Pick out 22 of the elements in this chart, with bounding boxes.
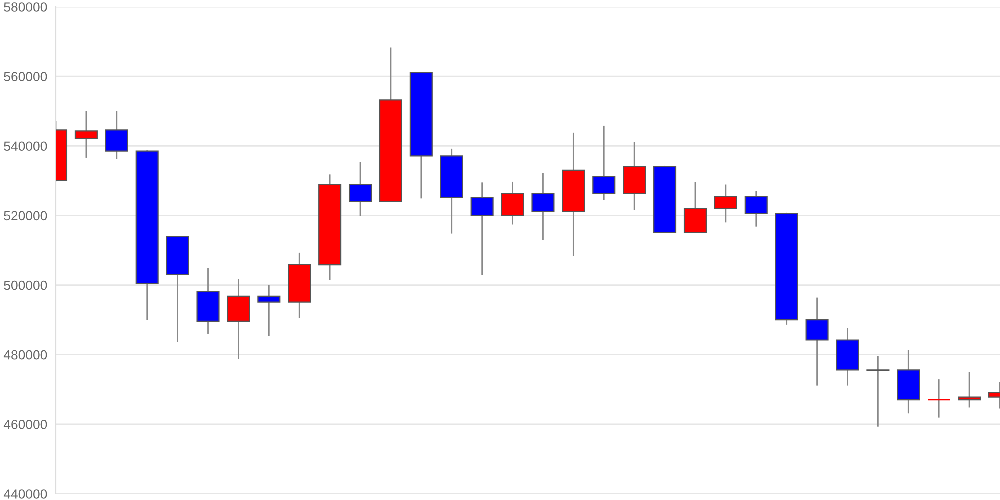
candlestick (958, 372, 982, 408)
y-tick-label: 580000 (4, 2, 48, 12)
candlestick (349, 162, 372, 216)
candlestick (470, 182, 494, 276)
y-tick-label: 560000 (4, 72, 48, 82)
candlestick (592, 126, 616, 200)
candlestick (532, 173, 555, 240)
candlestick (744, 191, 768, 227)
candlestick (105, 111, 128, 160)
y-tick-label: 500000 (4, 280, 48, 290)
candlestick (501, 182, 524, 225)
candlestick (866, 356, 890, 427)
y-tick-label: 480000 (4, 350, 48, 360)
candlestick (258, 285, 281, 336)
candlestick (714, 184, 738, 223)
candlestick (806, 298, 829, 386)
candlestick (74, 111, 98, 158)
y-tick-label: 540000 (4, 142, 48, 152)
candlestick (928, 380, 951, 418)
y-tick-label: 460000 (4, 420, 48, 430)
y-tick-label: 520000 (4, 211, 48, 221)
y-tick-label: 440000 (4, 490, 48, 499)
